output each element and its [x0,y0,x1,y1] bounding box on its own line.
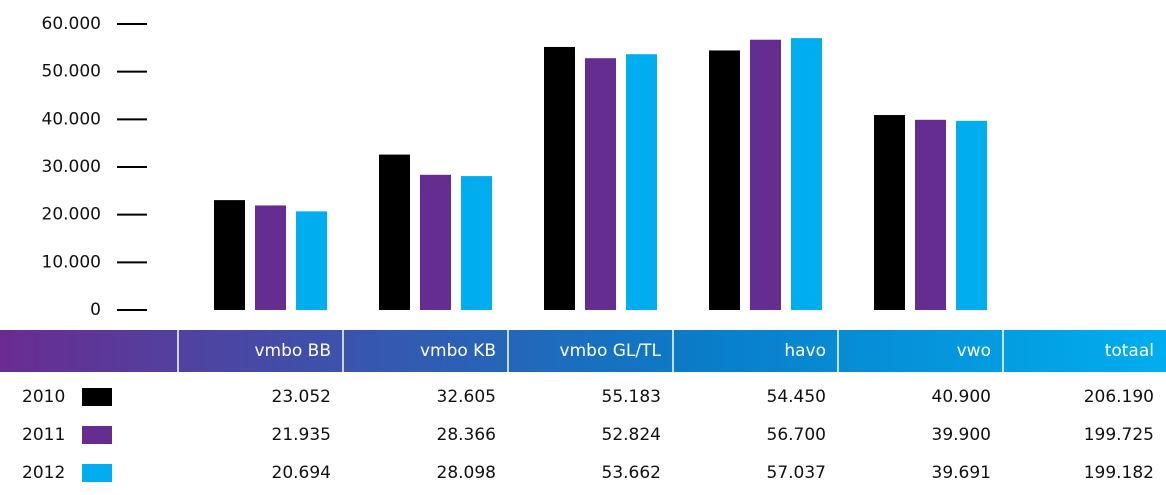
bar [214,200,245,310]
bar [461,176,492,310]
bar [296,211,327,310]
bar [956,120,987,310]
table-total: 206.190 [1084,387,1154,407]
table-cell: 28.098 [437,463,496,483]
table-cell: 55.183 [602,387,661,407]
table-cell: 53.662 [602,463,661,483]
table-cell: 39.900 [932,425,991,445]
bar [874,115,905,310]
table-cell: 39.691 [932,463,991,483]
y-tick-label: 20.000 [42,205,101,225]
legend-swatch [82,426,112,444]
table-cell: 40.900 [932,387,991,407]
column-header: havo [784,341,826,361]
table-cell: 52.824 [602,425,661,445]
legend-label: 2010 [22,387,65,407]
table-cell: 54.450 [767,387,826,407]
bar [420,174,451,310]
table-cell: 32.605 [437,387,496,407]
table-total: 199.182 [1084,463,1154,483]
legend-label: 2011 [22,425,65,445]
y-tick-label: 50.000 [42,62,101,82]
bar [379,154,410,310]
bar [750,39,781,310]
legend-swatch [82,388,112,406]
column-header: vmbo GL/TL [560,341,662,361]
table-cell: 21.935 [272,425,331,445]
bar [255,205,286,310]
bar [585,58,616,311]
bar [544,46,575,311]
column-header: vmbo KB [420,341,496,361]
column-header: vmbo BB [254,341,331,361]
column-header: totaal [1105,341,1154,361]
legend-label: 2012 [22,463,65,483]
table-cell: 57.037 [767,463,826,483]
bar [791,38,822,311]
table-cell: 56.700 [767,425,826,445]
column-header: vwo [957,341,991,361]
bar [915,119,946,310]
y-tick-label: 10.000 [42,252,101,272]
table-cell: 20.694 [272,463,331,483]
table-cell: 23.052 [272,387,331,407]
table-cell: 28.366 [437,425,496,445]
legend-swatch [82,464,112,482]
y-tick-label: 60.000 [42,14,101,34]
y-tick-label: 0 [90,300,101,320]
table-header-band [0,330,1166,372]
bar [626,54,657,310]
bar [709,50,740,311]
y-tick-label: 30.000 [42,157,101,177]
y-tick-label: 40.000 [42,109,101,129]
table-total: 199.725 [1084,425,1154,445]
